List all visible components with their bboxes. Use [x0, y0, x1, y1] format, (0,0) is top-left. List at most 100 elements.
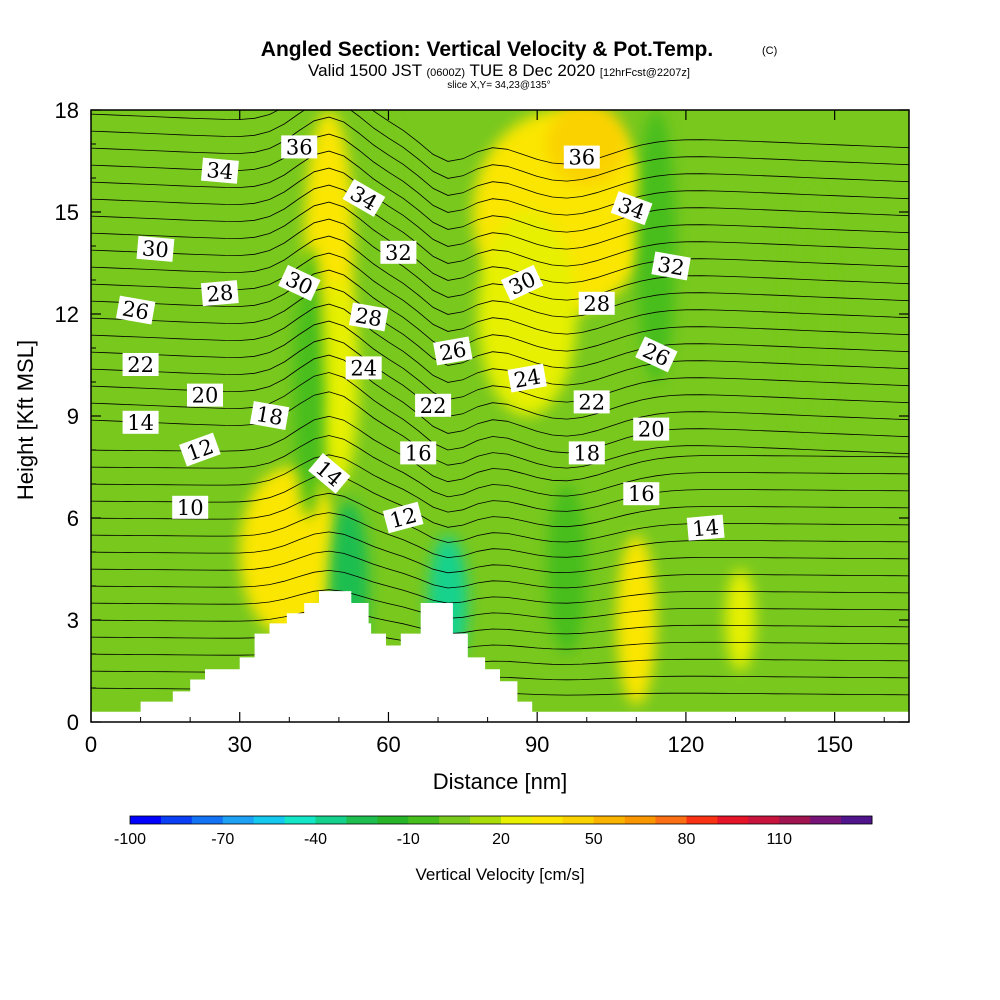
- isentrope-line: [91, 110, 909, 182]
- isentrope-label-text: 14: [691, 515, 720, 541]
- y-tick-label: 3: [67, 608, 79, 633]
- isentrope-label: 14: [686, 514, 725, 541]
- velocity-feature-13: [547, 484, 587, 654]
- colorbar-swatch: [562, 816, 595, 824]
- isentrope-label-text: 26: [120, 296, 150, 324]
- isentrope-label-text: 22: [420, 394, 447, 418]
- isentrope-label-text: 26: [438, 337, 468, 365]
- isentrope-line: [91, 415, 909, 483]
- isentrope-line: [91, 286, 909, 369]
- isentrope-label: 34: [201, 157, 239, 184]
- x-tick-label: 60: [376, 732, 400, 757]
- isentrope-label-text: 16: [405, 441, 432, 465]
- isentrope-label: 36: [563, 145, 600, 170]
- colorbar-swatch: [439, 816, 471, 824]
- copyright-mark: (C): [762, 45, 777, 57]
- isentrope-label-text: 22: [127, 353, 154, 377]
- isentrope-label: 22: [122, 353, 159, 377]
- isentrope-label-text: 28: [583, 292, 610, 316]
- isentrope-label: 12: [382, 501, 424, 534]
- isentrope-line: [91, 391, 909, 469]
- colorbar-swatch: [686, 816, 718, 824]
- x-tick-label: 0: [85, 732, 97, 757]
- colorbar-tick-label: 20: [492, 831, 510, 848]
- isentrope-line: [91, 627, 909, 650]
- y-axis-label: Height [Kft MSL]: [13, 340, 38, 500]
- isentrope-label-text: 24: [350, 356, 377, 380]
- isentrope-label: 18: [568, 441, 605, 465]
- isentrope-line: [91, 218, 909, 301]
- colorbar-swatch: [717, 816, 749, 824]
- isentrope-label: 22: [415, 393, 452, 418]
- isentrope-label-text: 36: [568, 146, 595, 170]
- isentrope-label: 18: [249, 401, 290, 430]
- colorbar-swatch: [408, 816, 440, 824]
- isentrope-line: [91, 303, 909, 386]
- isentrope-label-text: 32: [656, 252, 686, 280]
- colorbar-swatch: [501, 816, 533, 824]
- isentrope-line: [91, 337, 909, 420]
- colorbar-tick-label: 110: [766, 831, 792, 848]
- colorbar-swatch: [222, 816, 255, 824]
- colorbar-swatch: [130, 816, 162, 824]
- isentrope-label-text: 22: [578, 390, 605, 414]
- colorbar-tick-label: 80: [678, 831, 696, 848]
- isentrope-line: [91, 473, 909, 528]
- isentrope-label-text: 20: [638, 418, 665, 442]
- colorbar-swatch: [531, 816, 564, 824]
- isentrope-label: 24: [345, 356, 382, 380]
- isentrope-label-text: 20: [192, 384, 219, 408]
- colorbar-swatch: [748, 816, 780, 824]
- isentrope-line: [91, 167, 909, 250]
- isentrope-line: [91, 201, 909, 284]
- isentrope-label: 24: [507, 363, 547, 393]
- colorbar-swatch: [160, 816, 193, 824]
- colorbar-swatch: [841, 816, 873, 824]
- colorbar-swatch: [315, 816, 347, 824]
- isentrope-line: [91, 492, 909, 543]
- colorbar-tick-label: 50: [585, 831, 603, 848]
- isentrope-line: [91, 116, 909, 199]
- isentrope-label-text: 28: [206, 280, 235, 306]
- colorbar-swatch: [655, 816, 687, 824]
- velocity-feature-2: [319, 280, 359, 484]
- colorbar-swatch: [470, 816, 502, 824]
- x-tick-label: 90: [525, 732, 549, 757]
- isentrope-label: 16: [400, 441, 437, 465]
- velocity-feature-4: [547, 110, 627, 185]
- isentrope-line: [91, 512, 909, 559]
- y-tick-label: 18: [55, 98, 79, 123]
- isentrope-label: 20: [633, 417, 670, 442]
- isentrope-line: [91, 454, 909, 513]
- isentrope-label: 36: [281, 135, 318, 159]
- y-tick-label: 0: [67, 710, 79, 735]
- colorbar-frame: [129, 815, 873, 825]
- x-tick-label: 120: [668, 732, 705, 757]
- y-tick-label: 15: [55, 200, 79, 225]
- isentrope-line: [91, 235, 909, 318]
- forecast-run: [12hrFcst@2207z]: [600, 67, 690, 79]
- isentrope-line: [91, 372, 909, 454]
- potential-temperature-contours: [91, 110, 909, 696]
- isentrope-label-text: 18: [573, 441, 600, 465]
- isentrope-label-text: 18: [254, 402, 284, 430]
- isentrope-label: 10: [172, 495, 209, 520]
- colorbar-swatch: [346, 816, 378, 824]
- y-tick-label: 6: [67, 506, 79, 531]
- colorbar-tick-label: -40: [304, 831, 327, 848]
- x-axis-label: Distance [nm]: [433, 769, 568, 794]
- colorbar-swatch: [377, 816, 409, 824]
- colorbar-label: Vertical Velocity [cm/s]: [415, 865, 584, 884]
- isentrope-label: 26: [433, 336, 473, 366]
- isentrope-label-text: 10: [177, 496, 204, 520]
- isentrope-line: [91, 184, 909, 267]
- zulu-time: (0600Z): [427, 67, 466, 79]
- isentrope-label-text: 14: [127, 411, 154, 435]
- slice-info: slice X,Y= 34,23@135°: [447, 80, 550, 91]
- colorbar-tick-label: -100: [114, 831, 146, 848]
- colorbar-swatch: [253, 816, 286, 824]
- valid-time-line: Valid 1500 JST (0600Z) TUE 8 Dec 2020 [1…: [308, 61, 690, 80]
- isentrope-label-text: 16: [628, 482, 655, 506]
